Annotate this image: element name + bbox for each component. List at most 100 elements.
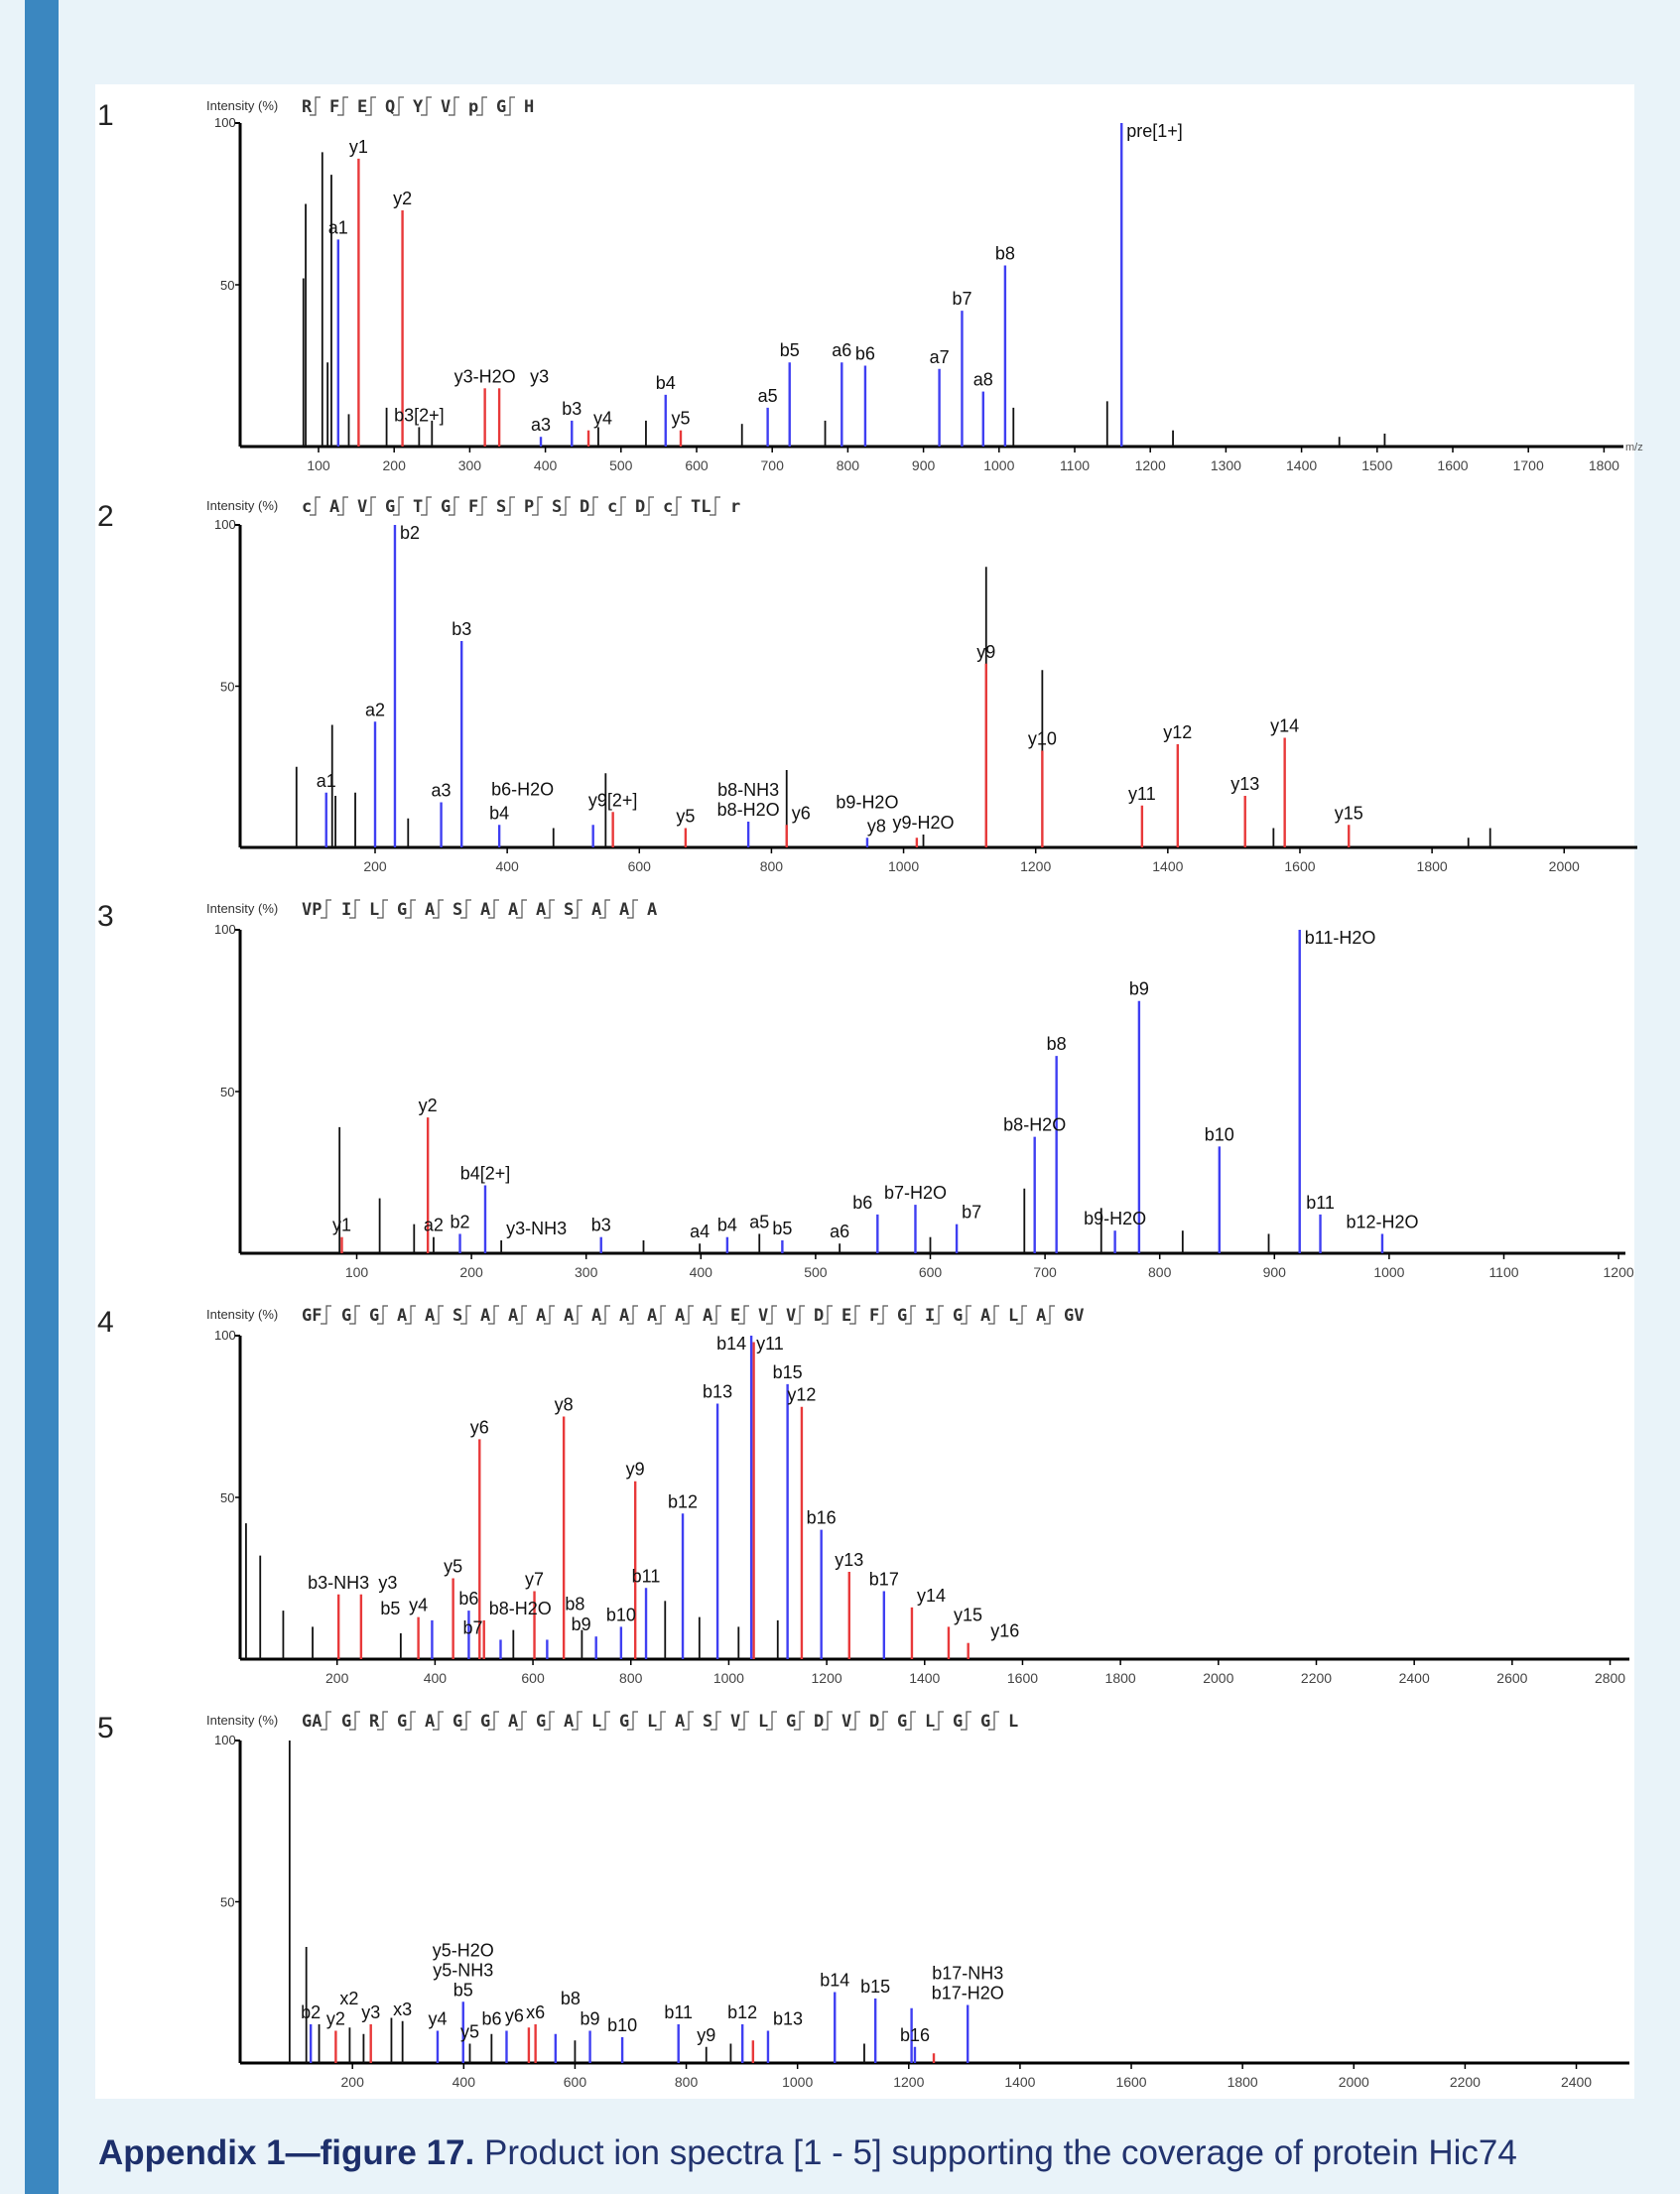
peak-label: a1 (317, 771, 336, 791)
y-tick-label: 100 (214, 517, 236, 532)
peak-label: b13 (703, 1381, 732, 1401)
x-tick-label: 2000 (1203, 1670, 1233, 1686)
x-tick-label: 1600 (1437, 457, 1468, 473)
sequence-residue: A (536, 1306, 546, 1326)
fragment-bracket (365, 96, 376, 116)
fragment-bracket (349, 1711, 360, 1731)
sequence-residue: L (369, 900, 379, 920)
sequence-residue: E (357, 97, 367, 117)
peak-label: a4 (690, 1222, 710, 1241)
peak-label: b8 (1047, 1034, 1067, 1054)
peak-label: y4 (428, 2009, 447, 2029)
peak-label: y6 (470, 1417, 489, 1437)
peak-label: b5 (380, 1599, 400, 1618)
peak-label: b11 (664, 2002, 693, 2022)
sequence-residue: A (564, 1712, 574, 1732)
y-axis-label: Intensity (%) (206, 901, 278, 916)
sequence-residue: G (369, 1306, 379, 1326)
peak-label: b6 (481, 2009, 501, 2029)
peak-label: b6-H2O (491, 779, 554, 799)
peak-label: y14 (1270, 716, 1299, 736)
x-tick-label: 1000 (713, 1670, 744, 1686)
x-tick-label: 1800 (1228, 2074, 1258, 2090)
fragment-bracket (377, 1305, 388, 1325)
sequence-residue: H (524, 97, 534, 117)
peak-label: b16 (807, 1508, 837, 1528)
fragment-bracket (516, 899, 527, 919)
fragment-bracket (671, 496, 682, 516)
y-axis-label: Intensity (%) (206, 98, 278, 113)
peak-label: x6 (526, 2002, 545, 2022)
fragment-bracket (449, 496, 459, 516)
peak-label: b9-H2O (836, 792, 898, 812)
peak-label: a7 (930, 347, 950, 367)
fragment-bracket (933, 1305, 944, 1325)
x-tick-label: 1500 (1361, 457, 1392, 473)
x-tick-label: 200 (459, 1264, 483, 1280)
peak-label: y12 (787, 1385, 816, 1405)
sequence-residue: S (552, 497, 562, 517)
fragment-bracket (349, 1305, 360, 1325)
x-tick-label: 1200 (812, 1670, 842, 1686)
x-tick-label: 1100 (1060, 457, 1090, 473)
peak-label: b10 (1205, 1124, 1234, 1144)
x-tick-label: 1800 (1105, 1670, 1136, 1686)
sequence-residue: G (536, 1712, 546, 1732)
fragment-bracket (766, 1711, 777, 1731)
fragment-bracket (516, 1305, 527, 1325)
sequence-residue: I (925, 1306, 935, 1326)
x-tick-label: 600 (685, 457, 709, 473)
x-tick-label: 1600 (1007, 1670, 1038, 1686)
x-tick-label: 500 (609, 457, 633, 473)
peak-label: b14 (716, 1334, 746, 1354)
sequence-residue: G (980, 1712, 990, 1732)
y-tick-label: 100 (214, 115, 236, 130)
peak-label: y8 (867, 816, 886, 836)
peak-label: y7 (525, 1570, 544, 1590)
peak-label: y9-H2O (893, 813, 955, 833)
fragment-bracket (599, 1305, 610, 1325)
fragment-bracket (655, 1711, 666, 1731)
peak-label: b2 (451, 1212, 470, 1231)
sequence-residue: V (841, 1712, 851, 1732)
peak-label: b3 (562, 399, 582, 419)
peak-label: b7 (462, 1617, 482, 1637)
peak-label: b12 (727, 2002, 757, 2022)
sequence-residue: S (496, 497, 506, 517)
sequence-residue: I (341, 900, 351, 920)
sequence-residue: A (564, 1306, 574, 1326)
peak-label: b4 (717, 1216, 737, 1235)
sequence-residue: D (814, 1712, 824, 1732)
sequence-residue: G (397, 1712, 407, 1732)
peak-label: y13 (835, 1550, 863, 1570)
fragment-bracket (572, 1305, 582, 1325)
x-tick-label: 100 (307, 457, 330, 473)
x-tick-label: 1600 (1284, 858, 1315, 874)
x-tick-label: 400 (495, 858, 519, 874)
x-tick-label: 1300 (1211, 457, 1241, 473)
fragment-bracket (349, 899, 360, 919)
peak-label: y11 (756, 1334, 784, 1354)
peak-label: y4 (409, 1596, 428, 1615)
sequence-residue: G (496, 97, 506, 117)
sequence-residue: S (452, 1306, 462, 1326)
sequence-residue: E (841, 1306, 851, 1326)
sequence-residue: A (508, 1712, 518, 1732)
sequence-residue: G (480, 1712, 490, 1732)
peak-label: b17-NH3 (932, 1964, 1003, 1984)
y-axis-label: Intensity (%) (206, 1307, 278, 1322)
fragment-bracket (627, 1711, 638, 1731)
peak-label: y6 (792, 803, 811, 823)
x-tick-label: 800 (1148, 1264, 1172, 1280)
peak-label: a3 (531, 415, 551, 435)
sequence-residue: G (786, 1712, 796, 1732)
sequence-residue: Y (413, 97, 424, 117)
peak-label: y9 (976, 642, 995, 662)
fragment-bracket (433, 1305, 444, 1325)
peak-label: y1 (332, 1216, 351, 1235)
x-tick-label: 900 (912, 457, 936, 473)
sequence-residue: GA (302, 1712, 322, 1732)
peak-label: a6 (832, 340, 851, 360)
fragment-bracket (544, 1305, 555, 1325)
peak-label: y3-NH3 (506, 1219, 567, 1238)
